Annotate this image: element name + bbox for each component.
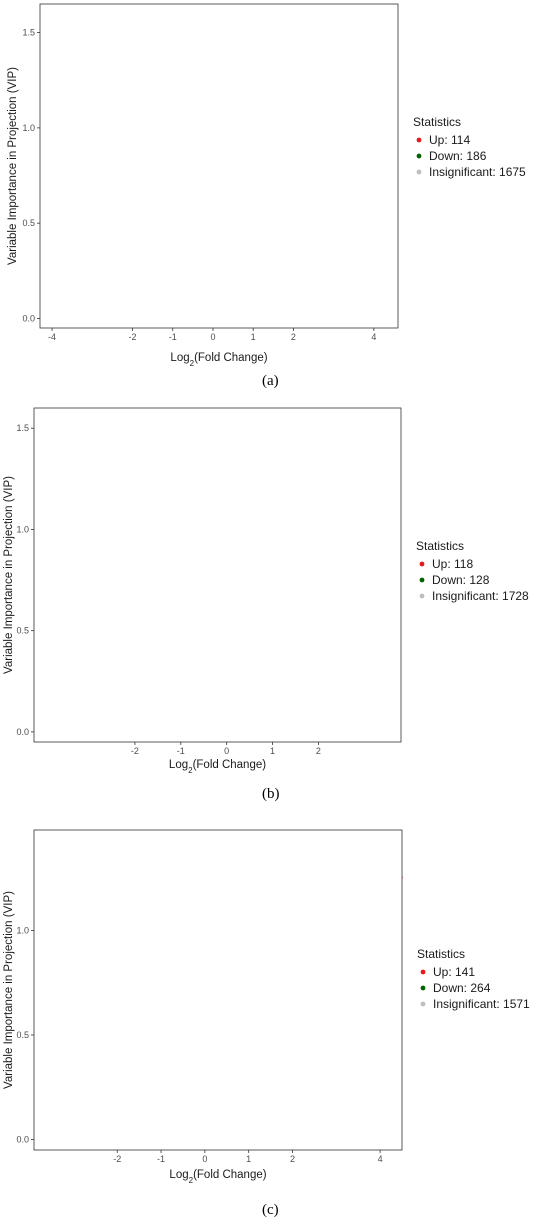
x-axis-title-base: Log	[169, 759, 188, 771]
x-tick-label: 2	[316, 746, 321, 756]
legend-label-insignificant: Insignificant: 1728	[432, 589, 529, 603]
x-axis-title-subscript: 2	[188, 766, 193, 775]
legend-key-down	[416, 153, 422, 159]
legend-label-down: Down: 186	[429, 149, 487, 163]
x-tick-label: -2	[129, 332, 137, 342]
y-axis-title: Variable Importance in Projection (VIP)	[7, 67, 19, 265]
x-tick-label: 1	[251, 332, 256, 342]
x-tick-label: 2	[291, 332, 296, 342]
x-axis-title-base: Log	[170, 352, 189, 364]
legend-key-up	[419, 561, 425, 567]
legend-label-down: Down: 128	[432, 573, 490, 587]
legend-label-up: Up: 114	[429, 133, 470, 147]
legend-title: Statistics	[416, 539, 464, 553]
y-tick-label: 1.0	[16, 524, 29, 534]
legend-label-insignificant: Insignificant: 1675	[429, 165, 526, 179]
legend-key-up	[416, 137, 422, 143]
y-tick-label: 0.0	[16, 727, 29, 737]
panel-c: -2 -1 0 1 2 4 0.0 0.5 1.0 Log2(Fold Change) Variab…	[0, 810, 550, 1228]
y-tick-label: 0.5	[22, 218, 35, 228]
x-tick-label: 1	[270, 746, 275, 756]
legend-key-insignificant	[416, 169, 422, 175]
x-tick-label: -2	[131, 746, 139, 756]
panel-label-b: (b)	[262, 786, 280, 802]
panel-label-a: (a)	[262, 373, 279, 389]
x-axis-title: Log2(Fold Change)	[169, 759, 266, 775]
legend-key-insignificant	[419, 593, 425, 599]
x-tick-label: 0	[224, 746, 229, 756]
x-tick-label: -1	[177, 746, 185, 756]
y-tick-label: 1.5	[22, 28, 35, 38]
legend-label-up: Up: 118	[432, 557, 473, 571]
x-tick-label: 4	[371, 332, 376, 342]
y-tick-label: 1.5	[16, 423, 29, 433]
plot-frame	[33, 407, 402, 743]
panel-b: -2 -1 0 1 2 0.0 0.5 1.0 1.5 Log2(Fold Change) Vari…	[0, 400, 550, 810]
legend-title: Statistics	[413, 115, 461, 129]
legend: Statistics Up: 118 Down: 128 Insignificant:…	[416, 539, 529, 603]
y-tick-label: 0.5	[16, 626, 29, 636]
x-axis-title: Log2(Fold Change)	[170, 352, 267, 368]
panel-a: -4 -2 -1 0 1 2 4 0.0 0.5 1.0 1.5 Log2(Fold Change) V…	[0, 0, 550, 400]
x-axis-title-rest: (Fold Change)	[194, 352, 268, 364]
x-axis-title-rest: (Fold Change)	[193, 759, 267, 771]
x-tick-label: 0	[210, 332, 215, 342]
x-tick-label: -1	[169, 332, 177, 342]
x-tick-label: -4	[48, 332, 56, 342]
legend: Statistics Up: 114 Down: 186 Insignificant:…	[413, 115, 526, 179]
plot-frame	[39, 3, 399, 329]
y-axis-title: Variable Importance in Projection (VIP)	[3, 476, 15, 674]
y-tick-label: 1.0	[22, 123, 35, 133]
legend-key-down	[419, 577, 425, 583]
x-axis-title-subscript: 2	[190, 359, 195, 368]
y-tick-label: 0.0	[22, 313, 35, 323]
